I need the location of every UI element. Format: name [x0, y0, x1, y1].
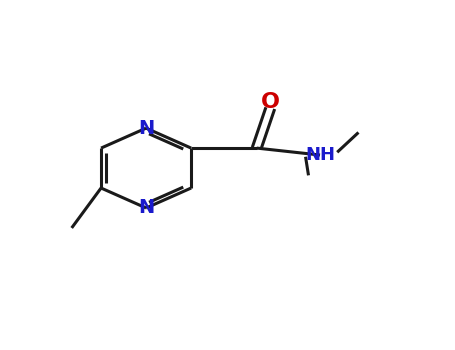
Text: N: N	[138, 119, 154, 138]
Text: O: O	[261, 92, 280, 112]
Text: NH: NH	[305, 146, 335, 164]
Text: N: N	[138, 198, 154, 217]
